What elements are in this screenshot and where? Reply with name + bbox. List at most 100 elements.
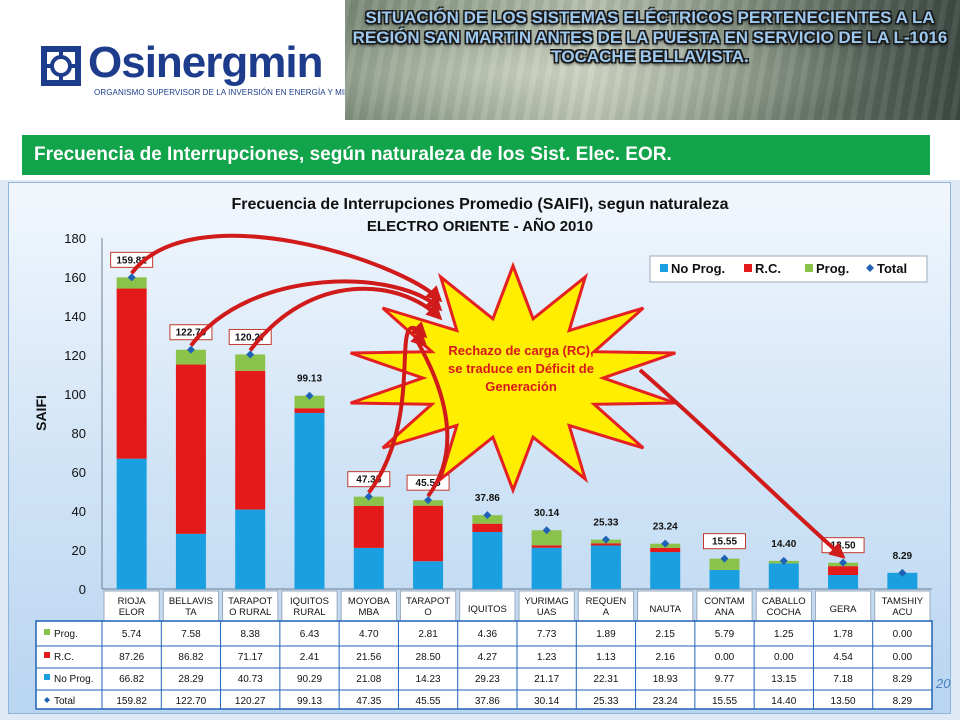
category-label: ACU (892, 607, 912, 618)
total-label-box (228, 328, 272, 345)
total-marker (483, 511, 492, 520)
legend-swatch-prog (805, 264, 813, 272)
table-legend-swatch (44, 674, 50, 680)
total-marker (364, 492, 373, 501)
bar-no-prog (828, 574, 859, 589)
y-tick-label: 60 (72, 465, 86, 480)
total-data-label: 30.14 (534, 508, 559, 519)
category-label-box (399, 590, 457, 626)
category-label: ELOR (119, 607, 145, 618)
table-cell: 87.26 (119, 652, 144, 663)
y-tick-label: 120 (64, 348, 86, 363)
table-cell: 2.41 (300, 652, 320, 663)
table-cell: 30.14 (534, 696, 559, 707)
table-row-label: Total (54, 696, 75, 707)
total-marker (779, 556, 788, 565)
legend-swatch-no-prog (660, 264, 668, 272)
table-cell: 1.23 (537, 652, 557, 663)
logo-name: Osinergmin (88, 38, 323, 87)
callout-arrow (638, 368, 846, 559)
bar-rc (175, 364, 206, 534)
category-label: GERA (830, 604, 858, 615)
y-tick-label: 100 (64, 387, 86, 402)
legend-total-marker (866, 264, 874, 272)
legend-label-rc: R.C. (755, 261, 781, 276)
table-cell: 71.17 (238, 652, 263, 663)
table-cell: 7.58 (181, 629, 201, 640)
category-label: TA (185, 607, 197, 618)
table-cell: 37.86 (475, 696, 500, 707)
total-marker (601, 535, 610, 544)
table-legend-total-marker (44, 697, 50, 703)
data-table-frame (35, 620, 933, 710)
callout-arrow (367, 321, 428, 494)
table-row-label: No Prog. (54, 674, 93, 685)
table-cell: 14.40 (771, 696, 796, 707)
category-label-box (637, 590, 694, 626)
legend-box (649, 255, 928, 283)
bar-no-prog (709, 569, 740, 589)
table-cell: 159.82 (116, 696, 147, 707)
category-label-box (577, 590, 635, 626)
category-label: RIOJA (118, 596, 147, 607)
total-data-label: 37.86 (475, 493, 500, 504)
callout-text: Rechazo de carga (RC), (448, 343, 593, 358)
bar-prog (116, 277, 147, 289)
table-cell: 0.00 (893, 652, 913, 663)
category-label: RURAL (293, 607, 325, 618)
y-tick-label: 40 (72, 504, 86, 519)
y-tick-label: 160 (64, 270, 86, 285)
table-cell: 45.55 (416, 696, 441, 707)
table-cell: 2.16 (655, 652, 675, 663)
table-legend-swatch (44, 629, 50, 635)
y-axis-label: SAIFI (33, 395, 49, 431)
bar-rc (650, 547, 681, 553)
category-label: TARAPOT (228, 596, 272, 607)
y-tick-label: 80 (72, 426, 86, 441)
legend-label-prog: Prog. (816, 261, 849, 276)
total-marker (305, 391, 314, 400)
total-marker (839, 558, 848, 567)
table-cell: 7.18 (833, 674, 853, 685)
bar-rc (294, 408, 325, 413)
bar-prog (175, 349, 206, 365)
bar-no-prog (472, 532, 503, 589)
category-label: UAS (537, 607, 557, 618)
table-cell: 29.23 (475, 674, 500, 685)
table-cell: 90.29 (297, 674, 322, 685)
table-cell: 21.56 (356, 652, 381, 663)
bar-rc (472, 523, 503, 533)
total-data-label: 122.70 (176, 328, 207, 339)
table-legend-swatch (44, 652, 50, 658)
table-cell: 0.00 (715, 652, 735, 663)
callout-arrow (130, 233, 443, 303)
total-data-label: 47.35 (356, 475, 381, 486)
category-label: O (424, 607, 431, 618)
table-row-label: R.C. (54, 652, 74, 663)
table-cell: 47.35 (356, 696, 381, 707)
bar-rc (116, 288, 147, 459)
total-marker (127, 273, 136, 282)
total-marker (661, 539, 670, 548)
table-cell: 2.81 (418, 629, 438, 640)
callout-arrow (410, 330, 450, 498)
total-marker (246, 350, 255, 359)
table-cell: 8.38 (240, 629, 260, 640)
category-label-box (755, 590, 812, 626)
bar-prog (235, 354, 266, 371)
table-cell: 23.24 (653, 696, 678, 707)
total-label-box (703, 533, 746, 550)
table-cell: 28.29 (178, 674, 203, 685)
total-data-label: 99.13 (297, 374, 322, 385)
table-cell: 28.50 (416, 652, 441, 663)
table-cell: 21.17 (534, 674, 559, 685)
table-cell: 0.00 (774, 652, 794, 663)
category-label: YURIMAG (524, 596, 568, 607)
category-label: CONTAM (704, 596, 745, 607)
category-label: MOYOBA (348, 596, 390, 607)
category-label: REQUEN (586, 596, 627, 607)
bar-rc (413, 505, 444, 562)
bar-rc (235, 370, 266, 510)
